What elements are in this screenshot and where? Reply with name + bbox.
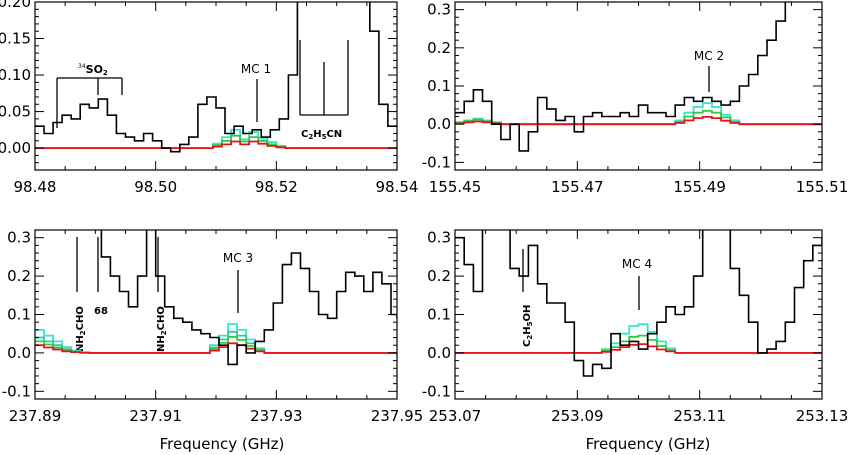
axes-frame-2 (34, 229, 398, 400)
c2h5cn-label: C2H5CN (301, 129, 342, 141)
y-tick-label: 0.1 (427, 77, 451, 95)
so2-label: 34SO2 (78, 63, 108, 77)
y-tick-label: -0.1 (2, 382, 31, 400)
y-tick-label: 0.2 (7, 267, 31, 285)
mc3-label: MC 3 (223, 251, 253, 265)
x-tick-label: 237.93 (250, 407, 303, 425)
series-red-0 (35, 140, 397, 149)
series-red-2 (35, 342, 397, 354)
panel-253ghz: MC 4 C2H5OH 253.07 253.09 253.11 253.13 -0.1… (422, 229, 849, 425)
series-observed-1 (455, 2, 787, 152)
x-tick-label: 98.50 (134, 178, 177, 196)
c2h5oh-label: C2H5OH (522, 305, 534, 347)
series-red-1 (455, 116, 822, 126)
y-tick-label: 0.05 (0, 103, 31, 121)
panel-155ghz: MC 2 155.45 155.47 155.49 155.51 -0.1 0.0 0.1 0… (422, 1, 849, 196)
x-tick-label: 98.54 (376, 178, 419, 196)
y-tick-label: 0.0 (7, 344, 31, 362)
series-observed-2 (100, 230, 397, 366)
x-tick-label: 155.49 (673, 178, 726, 196)
x-tick-label: 98.52 (255, 178, 298, 196)
y-tick-label: 0.3 (427, 1, 451, 19)
mc1-label: MC 1 (241, 62, 271, 76)
mc4-label: MC 4 (622, 257, 652, 271)
nh2cho-label-1: NH2CHO (75, 306, 87, 352)
nh2cho-label-2: NH2CHO (156, 306, 168, 352)
y-tick-label: 0.20 (0, 0, 31, 11)
x-tick-label: 253.09 (551, 407, 604, 425)
x-tick-label: 155.47 (551, 178, 604, 196)
x-tick-label: 253.13 (796, 407, 849, 425)
c2h5cn-bracket (299, 40, 349, 116)
x-tick-label: 237.91 (129, 407, 182, 425)
x-tick-label: 253.07 (429, 407, 482, 425)
y-tick-label: 0.0 (427, 115, 451, 133)
x-tick-label: 155.51 (796, 178, 849, 196)
y-tick-label: 0.2 (427, 267, 451, 285)
axes-frame-1 (454, 1, 823, 171)
x-tick-label: 237.95 (371, 407, 424, 425)
y-tick-label: 0.00 (0, 139, 31, 157)
y-tick-label: 0.10 (0, 66, 31, 84)
y-tick-label: 0.1 (7, 306, 31, 324)
panel-98ghz: MC 1 34SO2 C2H5CN 98.48 98.50 98.52 98.54 0.… (0, 0, 418, 196)
panel-237ghz: MC 3 NH2CHO 68 NH2CHO 237.89 237.91 237.93… (2, 229, 424, 425)
y-tick-label: -0.1 (422, 382, 451, 400)
y-tick-label: 0.2 (427, 39, 451, 57)
so2-bracket (56, 77, 123, 128)
xlabel-right: Frequency (GHz) (586, 435, 711, 453)
x-tick-label: 253.11 (673, 407, 726, 425)
y-tick-label: 0.15 (0, 30, 31, 48)
mc2-label: MC 2 (694, 49, 724, 63)
y-tick-label: 0.3 (7, 229, 31, 247)
series-observed-0 (35, 2, 397, 153)
xlabel-left: Frequency (GHz) (160, 435, 285, 453)
x-tick-label: 98.48 (14, 178, 57, 196)
x-tick-label: 155.45 (429, 178, 482, 196)
y-tick-label: 0.1 (427, 306, 451, 324)
y-tick-label: -0.1 (422, 153, 451, 171)
x-tick-label: 237.89 (9, 407, 62, 425)
y-tick-label: 0.3 (427, 229, 451, 247)
y-tick-label: 0.0 (427, 344, 451, 362)
n68-label: 68 (94, 306, 108, 317)
series-observed-3 (455, 230, 822, 377)
